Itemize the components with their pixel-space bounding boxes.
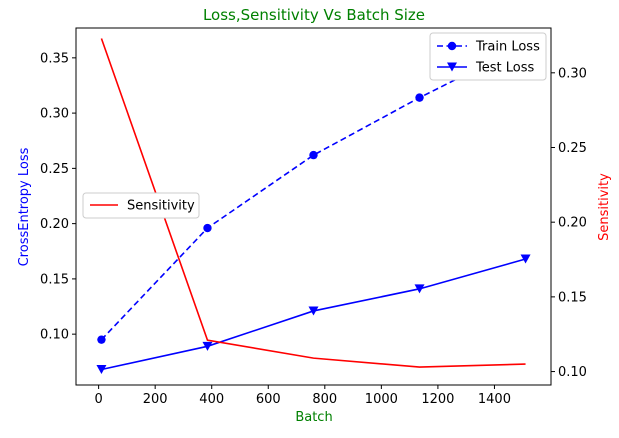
x-tick-label: 1200: [421, 392, 454, 407]
x-tick-label: 600: [256, 392, 281, 407]
plot-area: 0 200 400 600 800 1000 1200 1400 0.10 0.15 0.20 0.2…: [40, 27, 587, 407]
plot-frame: [75, 27, 552, 386]
legend-sensitivity: Sensitivity: [82, 192, 200, 219]
data-point-test-loss: [96, 365, 107, 375]
legend-train-loss-marker: [447, 41, 457, 51]
legend-sensitivity-box: [82, 192, 200, 219]
y-right-tick-label: 0.25: [558, 141, 587, 156]
legend-loss-box: [429, 32, 547, 81]
y-left-tick-label: 0.35: [40, 51, 69, 66]
x-tick-label: 200: [143, 392, 168, 407]
y-axis-right-label: Sensitivity: [597, 173, 612, 241]
y-right-tick-label: 0.10: [558, 365, 587, 380]
series-line-train-loss: [100, 43, 526, 341]
y-left-tick-label: 0.15: [40, 272, 69, 287]
x-tick-label: 1400: [478, 392, 511, 407]
y-left-tick-label: 0.20: [40, 217, 69, 232]
x-tick-label: 1000: [365, 392, 398, 407]
y-left-tick-label: 0.30: [40, 107, 69, 122]
data-point-test-loss: [308, 306, 319, 316]
data-point-train-loss: [203, 223, 212, 233]
series-line-sensitivity: [100, 38, 526, 368]
x-tick-label: 400: [199, 392, 224, 407]
y-axis-left-label: CrossEntropy Loss: [17, 147, 32, 266]
data-point-test-loss: [202, 341, 213, 351]
y-right-tick-label: 0.15: [558, 290, 587, 305]
data-point-train-loss: [309, 150, 318, 160]
legend-train-loss-label: Train Loss: [475, 40, 540, 55]
data-point-test-loss: [520, 254, 531, 264]
legend-test-loss-marker: [447, 62, 457, 72]
y-right-tick-label: 0.30: [558, 66, 587, 81]
data-point-train-loss: [97, 335, 106, 344]
y-left-tick-label: 0.25: [40, 162, 69, 177]
x-axis-label: Batch: [295, 410, 332, 425]
y-left-tick-label: 0.10: [40, 328, 69, 343]
chart-title: Loss,Sensitivity Vs Batch Size: [203, 6, 425, 24]
x-tick-label: 800: [312, 392, 337, 407]
legend-sensitivity-label: Sensitivity: [127, 199, 195, 214]
data-point-train-loss: [415, 93, 424, 102]
legend-test-loss-label: Test Loss: [475, 61, 534, 76]
legend-loss: Train Loss Test Loss: [429, 32, 547, 81]
x-tick-label: 0: [94, 392, 102, 407]
y-right-tick-label: 0.20: [558, 216, 587, 231]
data-point-test-loss: [414, 284, 425, 294]
